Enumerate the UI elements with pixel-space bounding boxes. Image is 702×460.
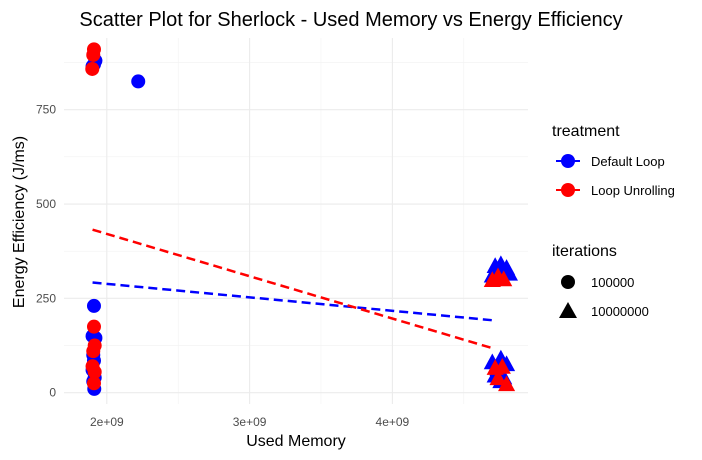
- legend-title-iterations: iterations: [552, 243, 617, 260]
- data-point-circle: [85, 61, 100, 76]
- y-tick-label: 250: [36, 291, 56, 305]
- data-points: [85, 42, 518, 396]
- legend-label-10000000: 10000000: [591, 304, 649, 319]
- data-point-circle: [86, 344, 101, 359]
- legend-label-100000: 100000: [591, 275, 634, 290]
- y-tick-label: 500: [36, 197, 56, 211]
- data-point-circle: [86, 47, 101, 62]
- data-point-triangle: [498, 375, 516, 392]
- y-tick-label: 750: [36, 103, 56, 117]
- x-tick-label: 4e+09: [376, 415, 410, 429]
- data-point-circle: [86, 298, 101, 313]
- legend-key-default-loop: [561, 154, 575, 168]
- data-point-triangle: [495, 270, 513, 287]
- y-axis-title: Energy Efficiency (J/ms): [11, 136, 28, 308]
- legend-label-loop-unrolling: Loop Unrolling: [591, 183, 675, 198]
- legend-key-triangle: [559, 302, 577, 318]
- data-point-triangle: [489, 369, 507, 386]
- axis-ticks: 2e+09 3e+09 4e+09 0 250 500 750: [36, 103, 410, 429]
- chart-title: Scatter Plot for Sherlock - Used Memory …: [79, 9, 622, 31]
- legend-key-loop-unrolling: [561, 183, 575, 197]
- data-point-circle: [131, 74, 146, 89]
- legend-label-default-loop: Default Loop: [591, 154, 665, 169]
- x-tick-label: 3e+09: [233, 415, 267, 429]
- trend-line: [92, 281, 493, 322]
- x-axis-title: Used Memory: [246, 433, 346, 450]
- data-point-circle: [87, 364, 102, 379]
- grid: [64, 38, 528, 404]
- y-tick-label: 0: [49, 386, 56, 400]
- data-point-circle: [86, 319, 101, 334]
- data-point-circle: [86, 376, 101, 391]
- legend-key-circle: [561, 275, 575, 289]
- trend-lines: [92, 228, 493, 350]
- x-tick-label: 2e+09: [90, 415, 124, 429]
- legend: treatment Default Loop Loop Unrolling it…: [552, 123, 675, 319]
- legend-title-treatment: treatment: [552, 123, 620, 140]
